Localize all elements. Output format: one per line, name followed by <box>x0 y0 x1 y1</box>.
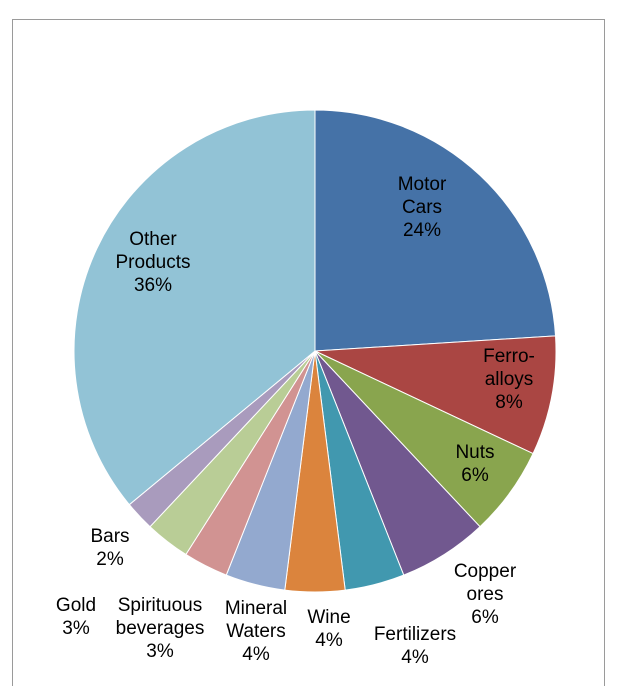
data-label-spirituous-beverages: Spirituous beverages 3% <box>116 595 205 662</box>
data-label-wine: Wine 4% <box>307 607 350 651</box>
data-label-motor-cars: Motor Cars 24% <box>398 174 447 241</box>
data-label-nuts: Nuts 6% <box>455 442 494 486</box>
data-label-copper-ores: Copper ores 6% <box>454 561 517 628</box>
data-label-gold: Gold 3% <box>56 595 96 639</box>
data-label-bars: Bars 2% <box>90 526 129 570</box>
pie-slice-motor-cars <box>314 109 557 352</box>
data-label-mineral-waters: Mineral Waters 4% <box>225 598 287 665</box>
pie-slice-ferro-alloys <box>314 335 557 455</box>
data-label-ferro-alloys: Ferro-alloys 8% <box>483 346 535 413</box>
pie-slice-other-products <box>73 109 316 506</box>
data-label-fertilizers: Fertilizers 4% <box>374 624 456 668</box>
data-label-other-products: Other Products 36% <box>116 229 191 296</box>
